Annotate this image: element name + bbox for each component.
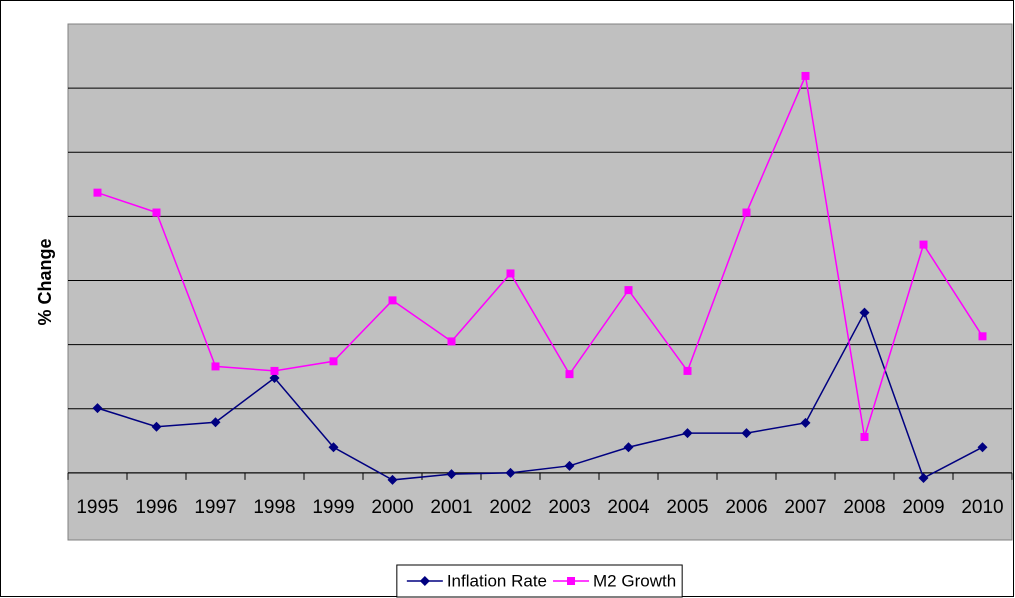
marker (93, 188, 102, 197)
marker (211, 362, 220, 371)
x-tick-label: 2004 (607, 497, 650, 518)
legend-label: Inflation Rate (447, 571, 547, 590)
marker (742, 208, 751, 217)
marker (565, 370, 574, 379)
legend: Inflation Rate M2 Growth (396, 564, 683, 598)
marker (567, 577, 576, 585)
marker (505, 467, 516, 478)
marker (210, 417, 221, 428)
marker (270, 366, 279, 375)
marker (92, 403, 103, 414)
marker (860, 432, 869, 441)
y-axis-label: % Change (35, 238, 55, 325)
marker (269, 372, 280, 383)
marker (801, 71, 810, 80)
marker (800, 417, 811, 428)
marker (624, 286, 633, 295)
series-line (97, 310, 983, 481)
marker (446, 469, 457, 480)
x-tick-label: 2003 (548, 497, 590, 518)
x-tick-label: 2006 (725, 497, 767, 518)
marker (388, 296, 397, 305)
marker (387, 474, 398, 485)
marker (623, 442, 634, 453)
marker (859, 307, 870, 318)
x-tick-label: 2005 (666, 497, 708, 518)
x-tick-label: 1996 (135, 497, 177, 518)
marker (977, 442, 988, 453)
x-tick-label: 2000 (371, 497, 413, 518)
marker (151, 421, 162, 432)
x-tick-label: 2010 (961, 497, 1003, 518)
marker (978, 332, 987, 341)
marker (682, 428, 693, 439)
marker (152, 208, 161, 217)
marker (741, 428, 752, 439)
x-tick-label: 2002 (489, 497, 531, 518)
marker (918, 473, 929, 484)
legend-label: M2 Growth (593, 571, 676, 590)
x-tick-label: 2009 (902, 497, 944, 518)
x-tick-label: 2008 (843, 497, 885, 518)
x-tick-label: 2007 (784, 497, 826, 518)
x-tick-label: 1998 (253, 497, 295, 518)
x-tick-label: 1999 (312, 497, 354, 518)
marker (683, 366, 692, 375)
x-tick-label: 1997 (194, 497, 236, 518)
marker (506, 269, 515, 278)
marker (419, 576, 430, 586)
marker (919, 240, 928, 249)
marker (564, 460, 575, 471)
marker (447, 337, 456, 346)
legend-box (396, 564, 683, 598)
marker (328, 442, 339, 453)
plot-area (67, 23, 1013, 541)
x-tick-label: 1995 (76, 497, 118, 518)
series-line (97, 73, 984, 438)
marker (329, 357, 338, 366)
x-tick-label: 2001 (430, 497, 472, 518)
